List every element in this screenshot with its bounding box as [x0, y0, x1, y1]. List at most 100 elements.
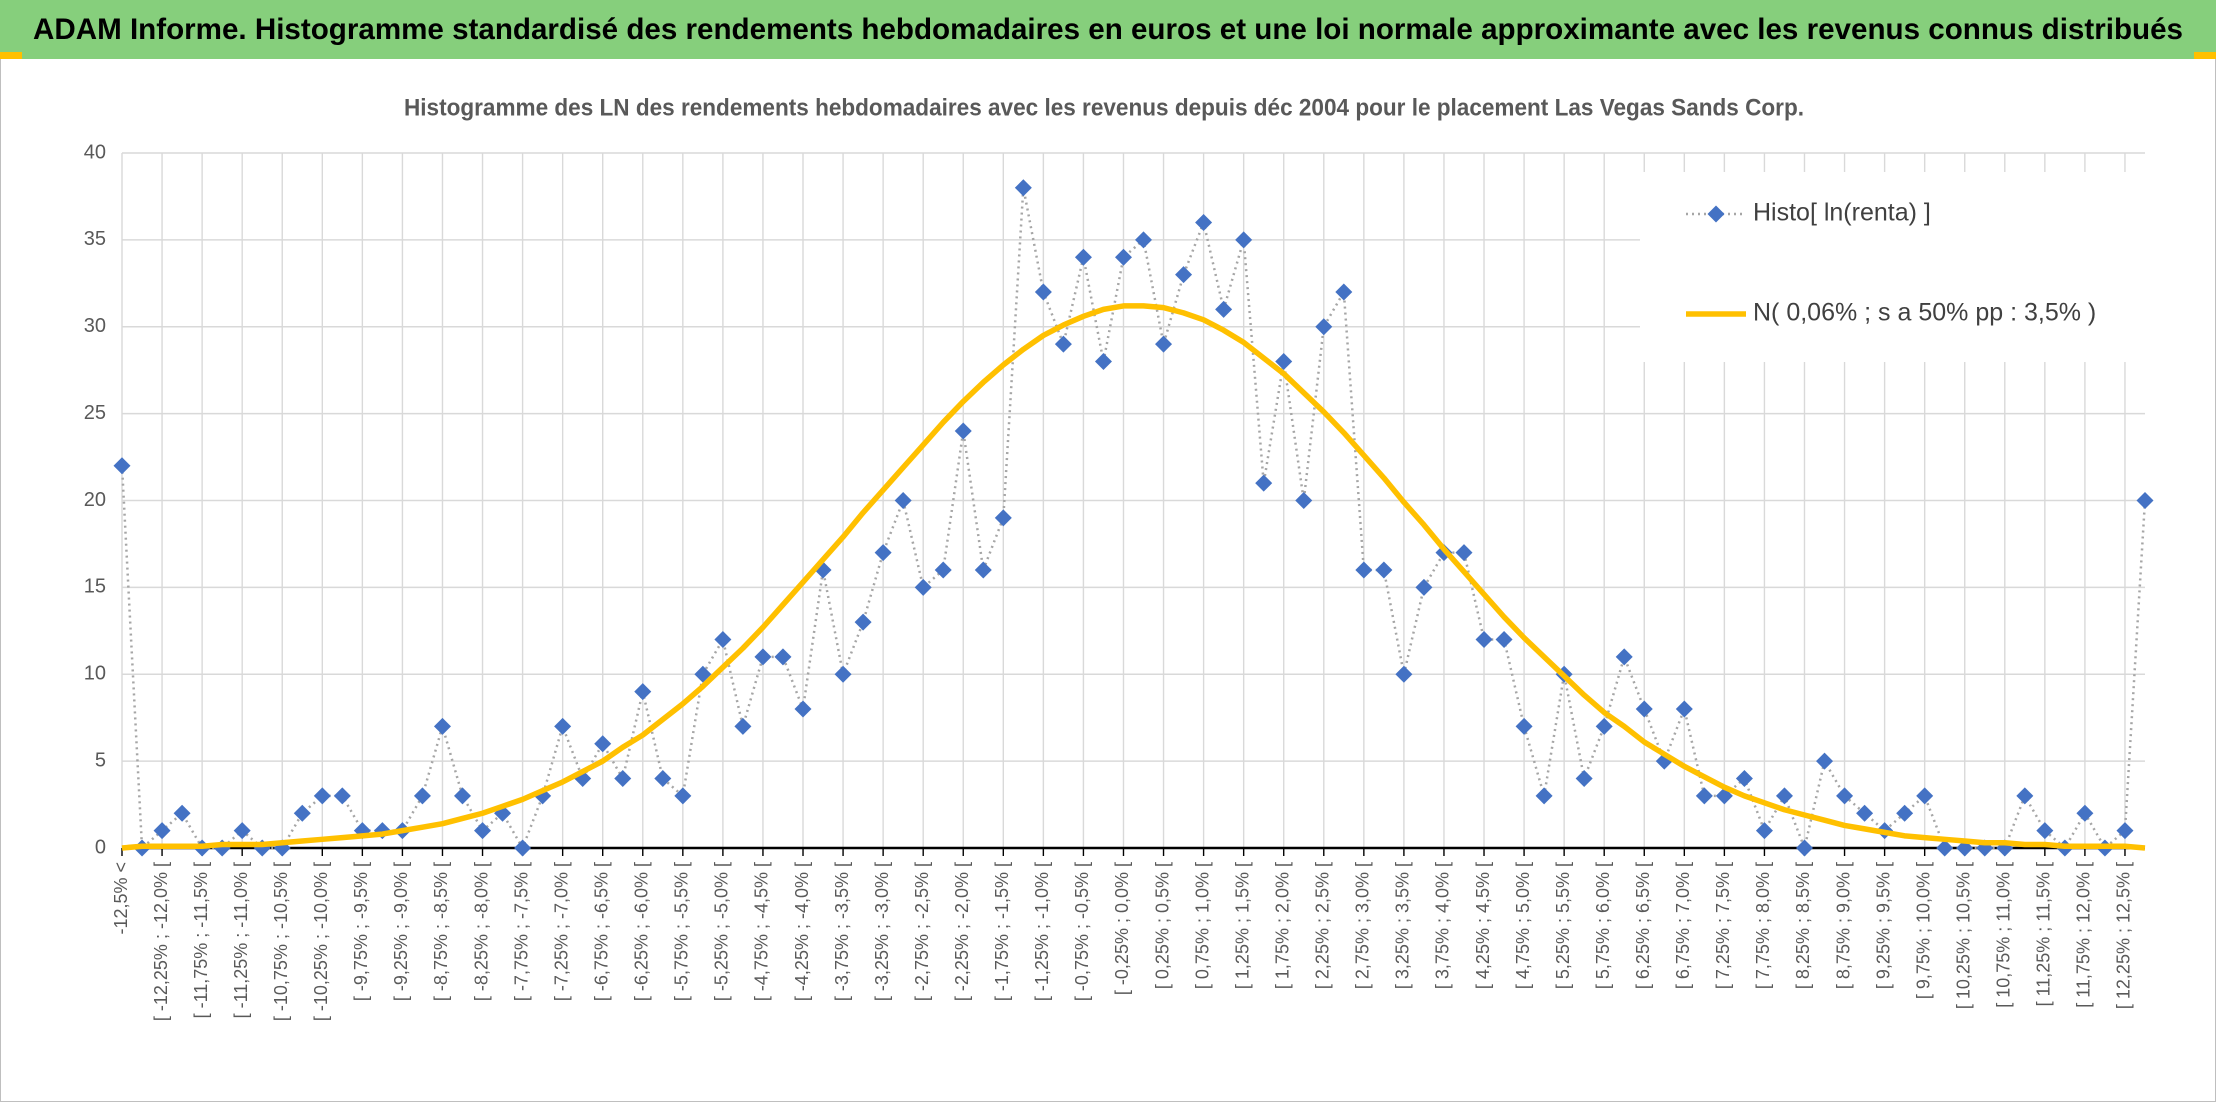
data-point	[794, 700, 812, 718]
x-tick-label: [ -0,75% ; -0,5% [	[1072, 862, 1092, 1001]
data-point	[1515, 717, 1533, 735]
x-tick-label: [ 5,25% ; 5,5% [	[1553, 862, 1573, 989]
x-tick-label: [ 1,25% ; 1,5% [	[1232, 862, 1252, 989]
data-point	[433, 717, 451, 735]
data-point	[894, 492, 912, 509]
x-tick-label: [ -8,25% ; -8,0% [	[471, 862, 491, 1001]
x-tick-label: [ -2,75% ; -2,5% [	[912, 862, 932, 1001]
data-point	[1695, 787, 1713, 805]
data-point	[2136, 492, 2154, 509]
x-tick-label: [ -11,25% ; -11,0% [	[231, 862, 251, 1018]
data-point	[1615, 648, 1633, 666]
data-point	[1495, 631, 1513, 648]
x-tick-label: [ 7,25% ; 7,5% [	[1713, 862, 1733, 989]
x-tick-label: [ -6,25% ; -6,0% [	[632, 862, 652, 1001]
x-tick-label: [ 9,25% ; 9,5% [	[1873, 862, 1893, 989]
x-tick-label: [ -9,25% ; -9,0% [	[391, 862, 411, 1001]
x-tick-label: [ -8,75% ; -8,5% [	[431, 862, 451, 1001]
data-point	[1235, 231, 1253, 249]
data-point	[974, 561, 992, 579]
data-point	[1635, 700, 1653, 718]
x-tick-label: [ -5,75% ; -5,5% [	[672, 862, 692, 1001]
data-point	[1014, 179, 1032, 197]
x-tick-label: [ -7,25% ; -7,0% [	[551, 862, 571, 1001]
data-point	[2116, 822, 2134, 840]
data-point	[614, 770, 632, 787]
x-tick-label: [ -7,75% ; -7,5% [	[511, 862, 531, 1001]
x-tick-label: [ 8,25% ; 8,5% [	[1793, 862, 1813, 989]
data-point	[113, 457, 131, 475]
data-point	[874, 544, 892, 562]
data-point	[1114, 248, 1132, 266]
x-tick-label: [ 6,75% ; 7,0% [	[1673, 862, 1693, 989]
data-point	[313, 787, 331, 805]
data-point	[2016, 787, 2034, 805]
x-tick-label: [ 2,75% ; 3,0% [	[1353, 862, 1373, 989]
x-tick-label: [ 7,75% ; 8,0% [	[1753, 862, 1773, 989]
data-point	[1415, 578, 1433, 596]
x-tick-label: [ -12,25% ; -12,0% [	[151, 862, 171, 1021]
x-tick-label: [ -9,75% ; -9,5% [	[351, 862, 371, 1001]
data-point	[1135, 231, 1153, 249]
x-tick-label: [ -2,25% ; -2,0% [	[952, 862, 972, 1001]
data-point	[1755, 822, 1773, 840]
x-tick-label: [ 3,75% ; 4,0% [	[1433, 862, 1453, 989]
x-tick-label: [ -1,25% ; -1,0% [	[1032, 862, 1052, 1001]
x-tick-label: [ -4,25% ; -4,0% [	[792, 862, 812, 1001]
data-point	[293, 804, 311, 822]
data-point	[1295, 492, 1313, 509]
data-point	[1034, 283, 1052, 301]
data-point	[1335, 283, 1353, 301]
data-point	[754, 648, 772, 666]
data-point	[1195, 214, 1213, 231]
data-point	[1275, 353, 1293, 370]
data-point	[1856, 804, 1874, 822]
x-tick-label: [ 6,25% ; 6,5% [	[1633, 862, 1653, 989]
data-point	[1074, 248, 1092, 266]
data-point	[233, 822, 251, 840]
data-point	[1575, 770, 1593, 787]
data-point	[674, 787, 692, 805]
y-tick-label: 25	[84, 402, 106, 424]
x-tick-label: [ 4,25% ; 4,5% [	[1473, 862, 1493, 989]
y-tick-label: 5	[95, 749, 106, 771]
x-tick-label: -12,5% <	[111, 862, 131, 935]
data-point	[854, 613, 872, 631]
data-point	[734, 717, 752, 735]
x-tick-label: [ 1,75% ; 2,0% [	[1272, 862, 1292, 989]
y-tick-label: 35	[84, 228, 106, 250]
legend-swatch	[1707, 205, 1725, 223]
data-point	[1475, 631, 1493, 648]
data-point	[934, 561, 952, 579]
data-point	[1896, 804, 1914, 822]
data-point	[1054, 335, 1072, 353]
data-point	[153, 822, 171, 840]
data-point	[694, 665, 712, 683]
y-tick-label: 30	[84, 315, 106, 337]
data-point	[454, 787, 472, 805]
data-point	[774, 648, 792, 666]
data-point	[474, 822, 492, 840]
data-point	[173, 804, 191, 822]
data-point	[1595, 717, 1613, 735]
chart-title: Histogramme des LN des rendements hebdom…	[404, 94, 1804, 121]
x-tick-label: [ 11,75% ; 12,0% [	[2074, 862, 2094, 1008]
data-point	[994, 509, 1012, 527]
data-point	[413, 787, 431, 805]
data-point	[1255, 474, 1273, 492]
x-tick-label: [ -3,75% ; -3,5% [	[832, 862, 852, 1001]
data-point	[634, 683, 652, 701]
data-point	[1795, 839, 1813, 857]
data-point	[1775, 787, 1793, 805]
legend-box	[1640, 172, 2145, 362]
x-tick-label: [ -1,75% ; -1,5% [	[992, 862, 1012, 1001]
x-tick-label: [ -6,75% ; -6,5% [	[591, 862, 611, 1001]
y-tick-label: 40	[84, 141, 106, 163]
y-tick-label: 0	[95, 836, 106, 858]
data-point	[1094, 353, 1112, 370]
data-point	[1395, 665, 1413, 683]
x-tick-label: [ 8,75% ; 9,0% [	[1833, 862, 1853, 989]
x-tick-label: [ -10,75% ; -10,5% [	[271, 862, 291, 1021]
x-tick-label: [ -4,75% ; -4,5% [	[752, 862, 772, 1001]
